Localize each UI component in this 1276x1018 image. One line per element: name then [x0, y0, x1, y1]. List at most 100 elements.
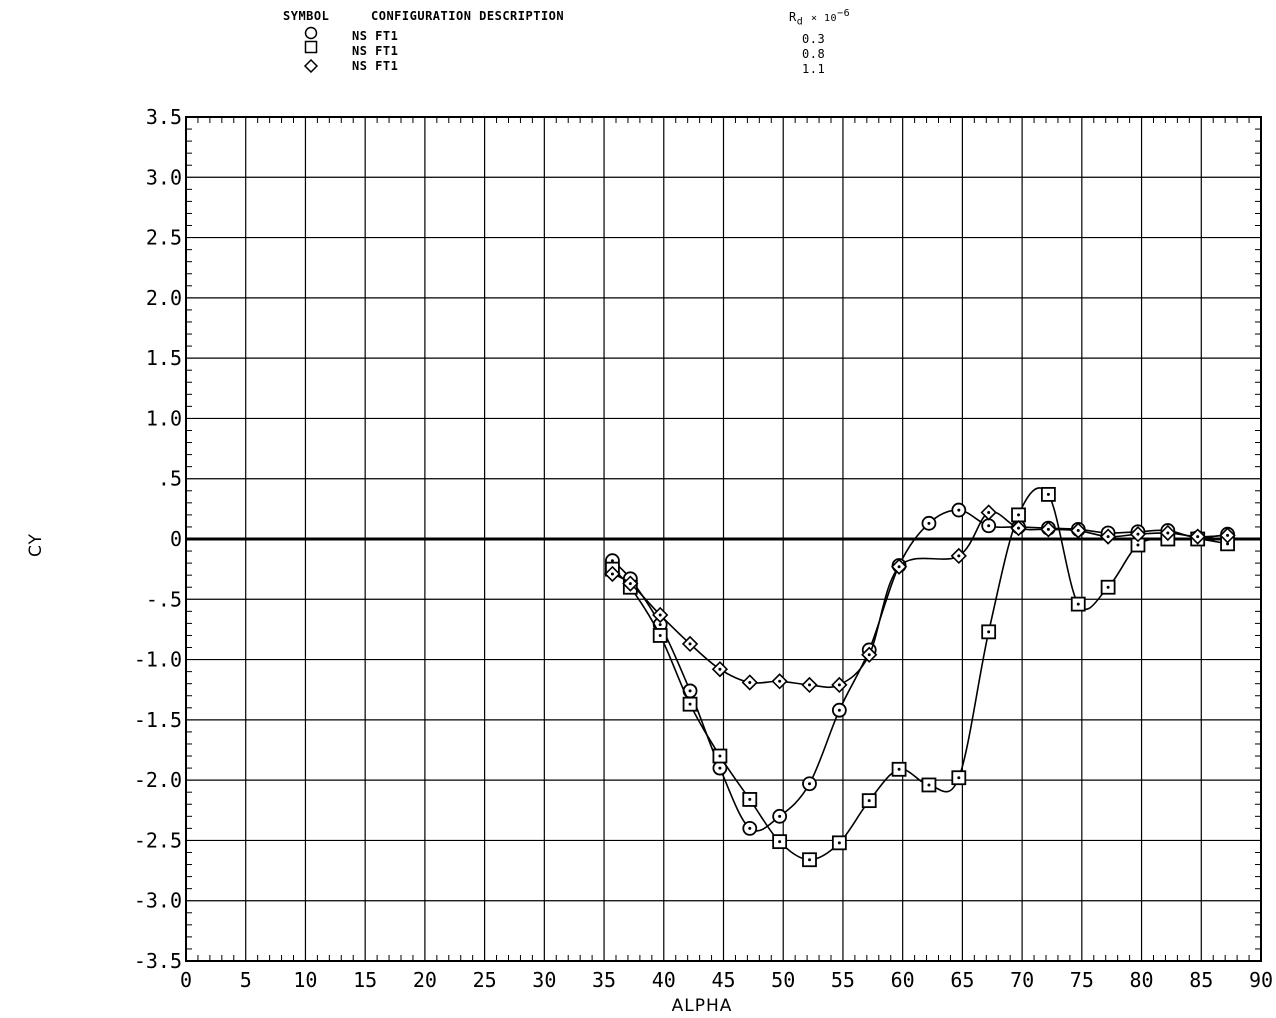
- data-point-center-dot: [867, 653, 871, 657]
- data-point-center-dot: [688, 689, 692, 693]
- x-tick-label: 30: [532, 968, 556, 992]
- legend-row-3-re: 1.1: [802, 62, 826, 76]
- data-point-center-dot: [688, 642, 692, 646]
- y-tick-label: 2.0: [146, 286, 182, 310]
- data-point-center-dot: [718, 766, 722, 770]
- x-tick-label: 45: [711, 968, 735, 992]
- legend-row-3-config: NS FT1: [352, 59, 399, 73]
- x-tick-label: 70: [1010, 968, 1034, 992]
- data-point-center-dot: [897, 767, 901, 771]
- legend-row-1-config: NS FT1: [352, 29, 399, 43]
- x-tick-label: 90: [1249, 968, 1273, 992]
- data-point-center-dot: [628, 582, 632, 586]
- legend-header-reynolds: Rd × 10−6: [789, 8, 850, 27]
- series: [604, 486, 1236, 868]
- y-tick-label: 1.0: [146, 406, 182, 430]
- legend-row-2-re: 0.8: [802, 47, 826, 61]
- data-point-center-dot: [808, 858, 811, 862]
- x-tick-label: 50: [771, 968, 795, 992]
- x-tick-label: 10: [293, 968, 317, 992]
- data-point-center-dot: [610, 572, 614, 576]
- y-tick-label: 1.5: [146, 346, 182, 370]
- legend-header-symbol: SYMBOL: [283, 9, 330, 23]
- y-tick-label: -3.0: [134, 889, 182, 913]
- legend-header-reynolds-exp: −6: [837, 8, 851, 19]
- x-tick-label: 5: [240, 968, 252, 992]
- data-point-center-dot: [987, 630, 991, 634]
- data-point-center-dot: [837, 708, 841, 712]
- data-point-center-dot: [1136, 532, 1140, 536]
- x-tick-label: 75: [1070, 968, 1094, 992]
- y-tick-label: -1.0: [134, 648, 182, 672]
- legend-square-icon: [304, 40, 318, 54]
- data-point-center-dot: [1226, 542, 1230, 546]
- data-point-center-dot: [808, 782, 811, 786]
- data-point-center-dot: [1166, 531, 1170, 535]
- y-tick-label: 0: [170, 527, 182, 551]
- y-tick-labels: 3.5 3.0 2.5 2.0 1.5 1.0 .5 0 -.5 -1.0 -1.5 -2.0 -2.5…: [134, 105, 182, 973]
- x-tick-labels: 0 5 10 15 20 25 30 35 40 45 50 55 60 65 70 75 80 85 90: [180, 968, 1273, 992]
- legend-header-reynolds-mult: × 10: [811, 13, 838, 24]
- data-point-center-dot: [957, 776, 961, 780]
- data-point-center-dot: [987, 524, 991, 528]
- plot-frame: [185, 116, 1262, 962]
- data-point-center-dot: [778, 814, 782, 818]
- x-tick-label: 55: [831, 968, 855, 992]
- x-tick-label: 35: [592, 968, 616, 992]
- y-tick-label: 2.5: [146, 226, 182, 250]
- y-tick-label: 3.0: [146, 165, 182, 189]
- data-point-center-dot: [658, 633, 662, 637]
- data-point-center-dot: [1226, 533, 1230, 537]
- data-point-center-dot: [1046, 527, 1050, 531]
- data-point-center-dot: [837, 841, 841, 845]
- x-tick-label: 85: [1189, 968, 1213, 992]
- data-point-center-dot: [987, 510, 991, 514]
- data-point-center-dot: [927, 521, 931, 525]
- data-point-center-dot: [1017, 526, 1021, 530]
- data-point-center-dot: [1076, 529, 1080, 533]
- x-tick-label: 65: [950, 968, 974, 992]
- y-tick-label: -2.5: [134, 828, 182, 852]
- data-point-center-dot: [867, 799, 871, 803]
- x-tick-label: 25: [473, 968, 497, 992]
- data-point-center-dot: [1046, 492, 1050, 496]
- legend-row-2-config: NS FT1: [352, 44, 399, 58]
- series-diamond: [604, 504, 1236, 694]
- x-tick-label: 40: [652, 968, 676, 992]
- data-point-center-dot: [927, 783, 931, 787]
- x-tick-label: 0: [180, 968, 192, 992]
- legend-circle-icon: [304, 26, 318, 40]
- x-axis-title: ALPHA: [672, 996, 733, 1016]
- data-point-center-dot: [837, 683, 841, 687]
- legend-header-reynolds-symbol: R: [789, 10, 797, 24]
- data-point-center-dot: [748, 680, 752, 684]
- legend-header: SYMBOL CONFIGURATION DESCRIPTION Rd × 10…: [0, 0, 1276, 90]
- data-point-center-dot: [718, 754, 722, 758]
- y-tick-label: 3.5: [146, 105, 182, 129]
- y-tick-label: -1.5: [134, 708, 182, 732]
- data-point-center-dot: [718, 667, 722, 671]
- data-point-center-dot: [658, 613, 662, 617]
- data-point-center-dot: [1106, 535, 1110, 539]
- data-point-center-dot: [808, 683, 811, 687]
- data-point-center-dot: [1196, 535, 1200, 539]
- data-point-center-dot: [778, 679, 782, 683]
- data-point-center-dot: [1017, 513, 1021, 517]
- x-tick-label: 80: [1130, 968, 1154, 992]
- data-point-center-dot: [1076, 602, 1080, 606]
- data-point-center-dot: [748, 826, 752, 830]
- legend-diamond-icon: [303, 59, 319, 73]
- x-tick-label: 15: [353, 968, 377, 992]
- legend-header-reynolds-sub: d: [796, 16, 804, 28]
- x-tick-label: 60: [891, 968, 915, 992]
- data-point-center-dot: [1106, 585, 1110, 589]
- data-point-center-dot: [778, 840, 782, 844]
- series-square: [605, 486, 1235, 868]
- y-tick-label: -3.5: [134, 949, 182, 973]
- data-point-center-dot: [957, 508, 961, 512]
- data-point-center-dot: [1136, 543, 1140, 547]
- data-point-center-dot: [957, 554, 961, 558]
- x-tick-label: 20: [413, 968, 437, 992]
- y-tick-label: .5: [158, 467, 182, 491]
